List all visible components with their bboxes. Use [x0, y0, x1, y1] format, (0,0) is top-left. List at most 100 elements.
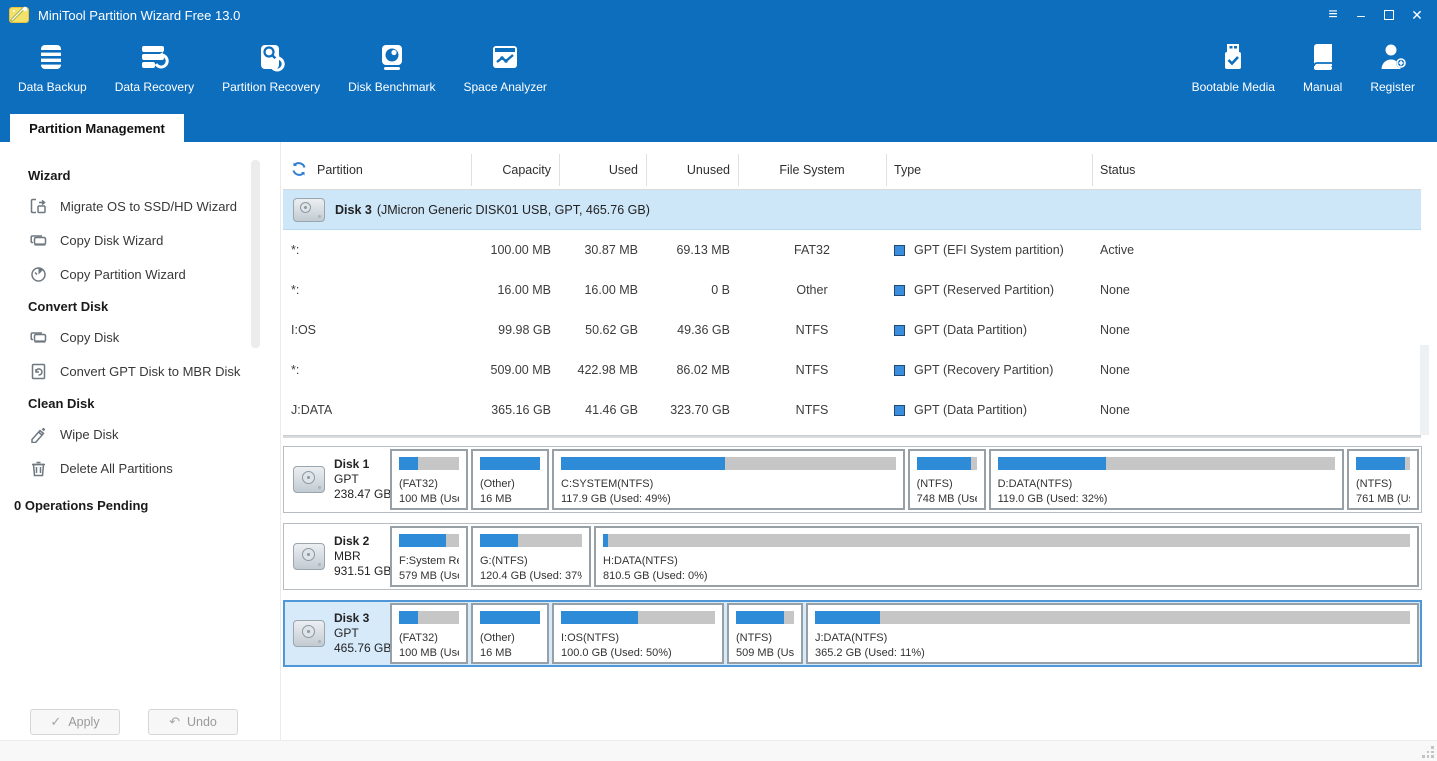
partition-type-icon [894, 364, 905, 376]
disk-size: 931.51 GB [334, 564, 392, 578]
partition-block[interactable]: J:DATA(NTFS) 365.2 GB (Used: 11%) [806, 603, 1419, 664]
toolbar-item-register[interactable]: Register [1356, 30, 1429, 94]
column-header-partition[interactable]: Partition [283, 150, 471, 190]
sidebar-nav: Wizard Migrate OS to SSD/HD Wizard Copy Di… [0, 142, 280, 488]
partition-size-label: 810.5 GB (Used: 0%) [603, 570, 708, 582]
sidebar-item-delete-all-partitions[interactable]: Delete All Partitions [0, 451, 280, 485]
table-row[interactable]: *: 16.00 MB 16.00 MB 0 B Other GPT (Reserved … [283, 270, 1421, 310]
table-row[interactable]: *: 509.00 MB 422.98 MB 86.02 MB NTFS GPT (Rec… [283, 350, 1421, 390]
sidebar-item-migrate-os-to-ssd-hd-wizard[interactable]: Migrate OS to SSD/HD Wizard [0, 189, 280, 223]
toolbar-item-label: Disk Benchmark [348, 80, 436, 94]
column-header-status[interactable]: Status [1092, 150, 1421, 190]
cell-used: 422.98 MB [577, 363, 638, 377]
cell-type: GPT (Data Partition) [886, 403, 1092, 417]
sidebar-scrollbar[interactable] [251, 160, 260, 348]
data-backup-icon [37, 42, 67, 72]
minimize-icon[interactable]: – [1357, 7, 1365, 23]
partition-type-icon [894, 404, 905, 416]
cell-status: Active [1100, 243, 1135, 257]
menu-icon[interactable]: ≡ [1328, 6, 1338, 23]
sidebar-item-wipe-disk[interactable]: Wipe Disk [0, 417, 280, 451]
column-header-unused[interactable]: Unused [646, 150, 738, 190]
titlebar[interactable]: MiniTool Partition Wizard Free 13.0 ≡ – … [0, 0, 1437, 30]
maximize-icon[interactable] [1375, 1, 1403, 29]
partition-block[interactable]: G:(NTFS) 120.4 GB (Used: 37%) [471, 526, 591, 587]
toolbar-item-label: Data Recovery [114, 80, 195, 94]
partition-usage-fill [399, 611, 418, 624]
partition-block[interactable]: (NTFS) 748 MB (Used: [907, 449, 986, 510]
cell-status: None [1100, 283, 1130, 297]
column-header-file-system[interactable]: File System [738, 150, 886, 190]
partition-block[interactable]: I:OS(NTFS) 100.0 GB (Used: 50%) [552, 603, 724, 664]
table-map-divider [283, 435, 1421, 438]
partition-block[interactable]: C:SYSTEM(NTFS) 117.9 GB (Used: 49%) [552, 449, 905, 510]
toolbar-item-bootable-media[interactable]: Bootable Media [1178, 30, 1289, 94]
partition-usage-fill [480, 611, 540, 624]
partition-size-label: 100 MB (Used: [399, 493, 459, 505]
disk-benchmark-icon [377, 42, 407, 72]
disk-map-label: Disk 2 MBR 931.51 GB [286, 526, 391, 587]
toolbar-item-space-analyzer[interactable]: Space Analyzer [450, 30, 561, 112]
partition-block[interactable]: D:DATA(NTFS) 119.0 GB (Used: 32%) [988, 449, 1344, 510]
partition-type-icon [894, 284, 905, 296]
toolbar-item-data-recovery[interactable]: Data Recovery [101, 30, 208, 112]
column-header-capacity[interactable]: Capacity [471, 150, 559, 190]
sidebar-item-copy-disk[interactable]: Copy Disk [0, 320, 280, 354]
disk-scheme: MBR [334, 549, 361, 563]
partition-label: (NTFS) [1356, 478, 1393, 490]
main-panel: Partition Capacity Used Unused File System Ty… [281, 142, 1437, 740]
toolbar-item-partition-recovery[interactable]: Partition Recovery [208, 30, 334, 112]
partition-block[interactable]: (NTFS) 761 MB (Used: [1347, 449, 1419, 510]
disk-label-text: Disk 2 MBR 931.51 GB [334, 534, 391, 579]
partition-block[interactable]: (Other) 16 MB [471, 603, 549, 664]
disk-icon [293, 543, 325, 570]
cell-used: 41.46 GB [585, 403, 638, 417]
cell-used: 30.87 MB [584, 243, 638, 257]
toolbar-item-label: Space Analyzer [463, 80, 547, 94]
partition-label: (NTFS) [916, 478, 953, 490]
partition-label: (Other) [480, 478, 515, 490]
cell-partition: *: [291, 243, 300, 257]
partition-block[interactable]: (NTFS) 509 MB (Used: [727, 603, 803, 664]
disk-icon [293, 197, 325, 222]
column-header-used[interactable]: Used [559, 150, 646, 190]
partition-usage-fill [561, 611, 638, 624]
toolbar-item-data-backup[interactable]: Data Backup [4, 30, 101, 112]
resize-grip-icon[interactable] [1422, 746, 1434, 758]
partition-size-label: 16 MB [480, 647, 512, 659]
disk3-group-row[interactable]: Disk 3 (JMicron Generic DISK01 USB, GPT,… [283, 190, 1421, 230]
partition-block[interactable]: (Other) 16 MB [471, 449, 549, 510]
table-scrollbar[interactable] [1420, 345, 1429, 435]
partition-block[interactable]: H:DATA(NTFS) 810.5 GB (Used: 0%) [594, 526, 1419, 587]
sidebar-item-convert-gpt-disk-to-mbr-disk[interactable]: Convert GPT Disk to MBR Disk [0, 354, 280, 388]
partition-label: D:DATA(NTFS) [997, 478, 1073, 490]
refresh-icon[interactable] [291, 161, 307, 180]
sidebar-item-copy-disk-wizard[interactable]: Copy Disk Wizard [0, 223, 280, 257]
close-icon[interactable]: ✕ [1411, 6, 1423, 23]
tab-partition-management[interactable]: Partition Management [10, 114, 184, 142]
cell-type: GPT (Data Partition) [886, 323, 1092, 337]
toolbar-item-disk-benchmark[interactable]: Disk Benchmark [334, 30, 449, 112]
disk-size: 465.76 GB [334, 641, 392, 655]
table-row[interactable]: I:OS 99.98 GB 50.62 GB 49.36 GB NTFS GPT (Dat… [283, 310, 1421, 350]
disk-map-label: Disk 1 GPT 238.47 GB [286, 449, 391, 510]
partition-block[interactable]: F:System Res 579 MB (Used: [390, 526, 468, 587]
column-header-type[interactable]: Type [886, 150, 1092, 190]
partition-block[interactable]: (FAT32) 100 MB (Used: [390, 603, 468, 664]
undo-button[interactable]: ↶ Undo [148, 709, 238, 735]
partition-block[interactable]: (FAT32) 100 MB (Used: [390, 449, 468, 510]
table-row[interactable]: J:DATA 365.16 GB 41.46 GB 323.70 GB NTFS GPT … [283, 390, 1421, 430]
sidebar-item-copy-partition-wizard[interactable]: Copy Partition Wizard [0, 257, 280, 291]
partition-type-icon [894, 324, 905, 336]
partition-type-icon [894, 244, 905, 256]
cell-file-system: NTFS [795, 403, 829, 417]
toolbar-item-manual[interactable]: Manual [1289, 30, 1356, 94]
toolbar-item-label: Partition Recovery [222, 80, 321, 94]
apply-button[interactable]: ✓ Apply [30, 709, 120, 735]
bootable-media-icon [1218, 42, 1248, 72]
table-row[interactable]: *: 100.00 MB 30.87 MB 69.13 MB FAT32 GPT (EFI… [283, 230, 1421, 270]
tabstrip: Partition Management [0, 112, 1437, 142]
